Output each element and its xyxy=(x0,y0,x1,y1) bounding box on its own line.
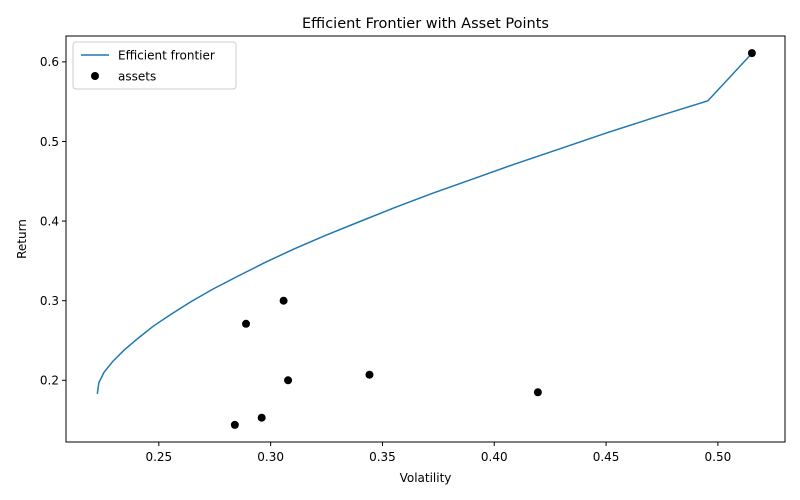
x-tick-label: 0.50 xyxy=(705,450,732,464)
x-tick-label: 0.40 xyxy=(481,450,508,464)
asset-point-7 xyxy=(257,413,266,422)
y-tick-label: 0.5 xyxy=(40,135,59,149)
efficient-frontier-line xyxy=(96,53,752,394)
legend-label-assets: assets xyxy=(118,70,156,84)
y-tick-label: 0.4 xyxy=(40,214,59,228)
y-axis-label: Return xyxy=(15,219,29,259)
asset-point-8 xyxy=(230,420,239,429)
asset-point-5 xyxy=(284,376,293,385)
asset-point-4 xyxy=(365,370,374,379)
x-tick-label: 0.25 xyxy=(145,450,172,464)
x-tick-label: 0.30 xyxy=(257,450,284,464)
x-tick-label: 0.45 xyxy=(593,450,620,464)
plot-area xyxy=(96,49,756,429)
asset-point-1 xyxy=(747,49,756,58)
y-tick-label: 0.3 xyxy=(40,294,59,308)
legend-box xyxy=(72,41,237,90)
y-axis: 0.2 0.3 0.4 0.5 0.6 xyxy=(40,55,66,388)
chart-title: Efficient Frontier with Asset Points xyxy=(302,16,549,32)
asset-point-2 xyxy=(279,296,288,305)
x-tick-label: 0.35 xyxy=(369,450,396,464)
y-tick-label: 0.2 xyxy=(40,374,59,388)
x-axis-label: Volatility xyxy=(400,471,452,485)
asset-point-6 xyxy=(533,388,542,397)
axes-frame xyxy=(65,35,786,443)
x-axis: 0.25 0.30 0.35 0.40 0.45 0.50 xyxy=(145,442,731,464)
y-tick-label: 0.6 xyxy=(40,55,59,69)
legend: Efficient frontier assets xyxy=(72,41,237,90)
legend-label-efficient-frontier: Efficient frontier xyxy=(118,49,215,63)
asset-point-3 xyxy=(242,319,251,328)
legend-swatch-assets xyxy=(91,72,99,80)
